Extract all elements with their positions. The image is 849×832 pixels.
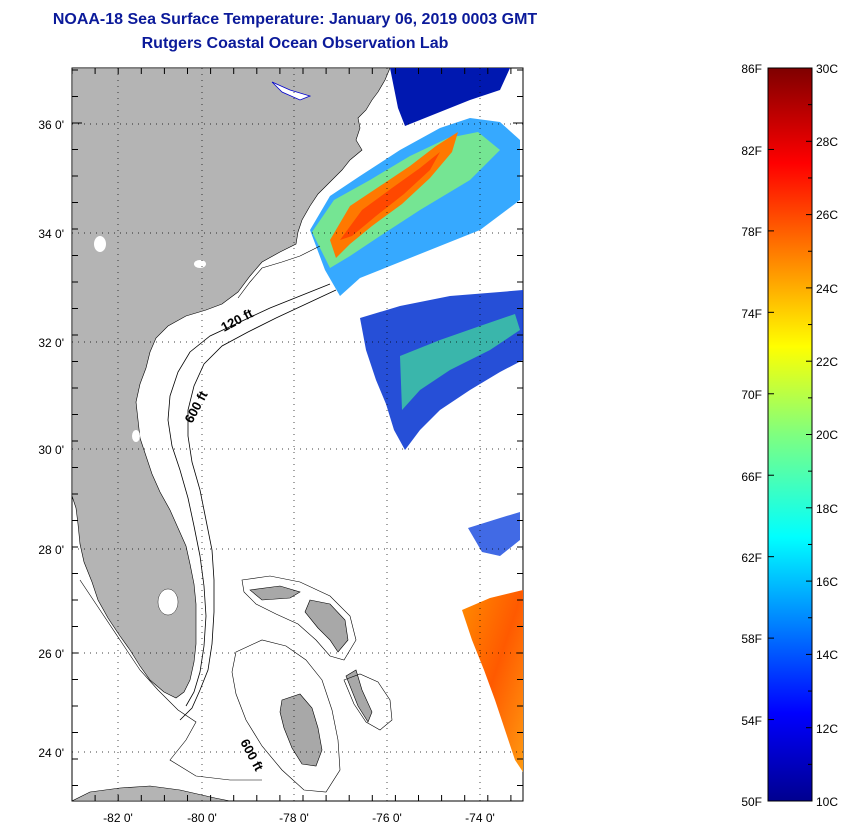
lake-okeechobee — [157, 588, 179, 616]
lat-label: 34 0' — [38, 227, 64, 241]
lat-label: 30 0' — [38, 443, 64, 457]
colorbar — [767, 67, 813, 802]
contour-coastal — [237, 245, 321, 299]
lat-label: 26 0' — [38, 647, 64, 661]
land-mainland — [72, 68, 391, 699]
f-label: 74F — [741, 307, 762, 321]
lat-label: 32 0' — [38, 336, 64, 350]
sst-gulf-stream-south — [462, 590, 523, 772]
contour-600ft — [179, 289, 337, 721]
contour-bahamas — [241, 575, 357, 661]
lon-label: -82 0' — [103, 811, 133, 825]
f-label: 62F — [741, 551, 762, 565]
frame-ticks — [71, 68, 523, 801]
title-line-1: NOAA-18 Sea Surface Temperature: January… — [52, 11, 538, 28]
c-label: 20C — [816, 428, 838, 442]
colorbar-ticks — [768, 67, 812, 802]
sst-band-hot — [340, 152, 440, 240]
contour-bahamas-south — [231, 639, 341, 793]
lat-label: 28 0' — [38, 543, 64, 557]
contour-bahamas-east — [343, 673, 393, 731]
lake — [132, 430, 140, 442]
c-label: 12C — [816, 722, 838, 736]
lake — [94, 236, 106, 252]
c-label: 18C — [816, 502, 838, 516]
land-grand-bahama — [249, 585, 301, 601]
f-label: 66F — [741, 470, 762, 484]
c-label: 26C — [816, 208, 838, 222]
land-cuba — [72, 785, 231, 801]
f-label: 86F — [741, 62, 762, 76]
land-eleuthera — [345, 669, 373, 723]
f-label: 78F — [741, 225, 762, 239]
f-label: 54F — [741, 714, 762, 728]
c-label: 14C — [816, 648, 838, 662]
contour-120ft — [167, 283, 331, 707]
lon-label: -76 0' — [372, 811, 402, 825]
f-label: 82F — [741, 144, 762, 158]
land-abaco — [304, 599, 349, 653]
title-line-2: Rutgers Coastal Ocean Observation Lab — [141, 35, 449, 52]
map-grid — [72, 68, 523, 801]
lon-label: -78 0' — [279, 811, 309, 825]
c-label: 16C — [816, 575, 838, 589]
sst-swath-east-green — [400, 314, 520, 410]
c-label: 10C — [816, 795, 838, 809]
colorbar-c-labels: 30C 28C 26C 24C 22C 20C 18C 16C 14C 12C … — [816, 62, 838, 809]
sst-cold-north — [390, 68, 510, 126]
c-label: 30C — [816, 62, 838, 76]
f-label: 58F — [741, 632, 762, 646]
river — [271, 81, 312, 101]
c-label: 24C — [816, 282, 838, 296]
c-label: 22C — [816, 355, 838, 369]
colorbar-f-labels: 86F 82F 78F 74F 70F 66F 62F 58F 54F 50F — [741, 62, 762, 809]
lat-label: 24 0' — [38, 746, 64, 760]
lon-label: -80 0' — [187, 811, 217, 825]
c-label: 28C — [816, 135, 838, 149]
lat-label: 36 0' — [38, 118, 64, 132]
f-label: 50F — [741, 795, 762, 809]
lake — [194, 260, 206, 268]
land-andros — [279, 693, 323, 767]
lon-label: -74 0' — [465, 811, 495, 825]
f-label: 70F — [741, 388, 762, 402]
sst-small-patch — [468, 512, 520, 556]
